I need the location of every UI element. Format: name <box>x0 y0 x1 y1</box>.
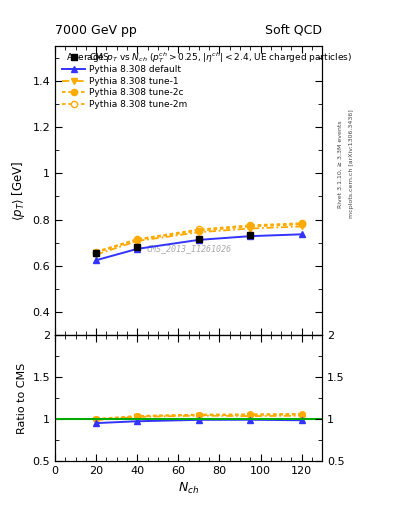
Text: CMS_2013_I1261026: CMS_2013_I1261026 <box>146 244 231 253</box>
Legend: CMS, Pythia 8.308 default, Pythia 8.308 tune-1, Pythia 8.308 tune-2c, Pythia 8.3: CMS, Pythia 8.308 default, Pythia 8.308 … <box>59 51 190 112</box>
Text: mcplots.cern.ch [arXiv:1306.3436]: mcplots.cern.ch [arXiv:1306.3436] <box>349 110 354 218</box>
Text: Rivet 3.1.10, ≥ 3.3M events: Rivet 3.1.10, ≥ 3.3M events <box>338 120 342 208</box>
Y-axis label: $\langle p_T \rangle$ [GeV]: $\langle p_T \rangle$ [GeV] <box>10 160 27 221</box>
Y-axis label: Ratio to CMS: Ratio to CMS <box>17 362 27 434</box>
Text: 7000 GeV pp: 7000 GeV pp <box>55 24 137 37</box>
Text: Soft QCD: Soft QCD <box>265 24 322 37</box>
X-axis label: $N_{ch}$: $N_{ch}$ <box>178 481 199 496</box>
Text: Average $p_T$ vs $N_{ch}$ ($p_T^{ch}{>}0.25$, $|\eta^{ch}|{<}2.4$, UE charged pa: Average $p_T$ vs $N_{ch}$ ($p_T^{ch}{>}0… <box>66 50 352 66</box>
